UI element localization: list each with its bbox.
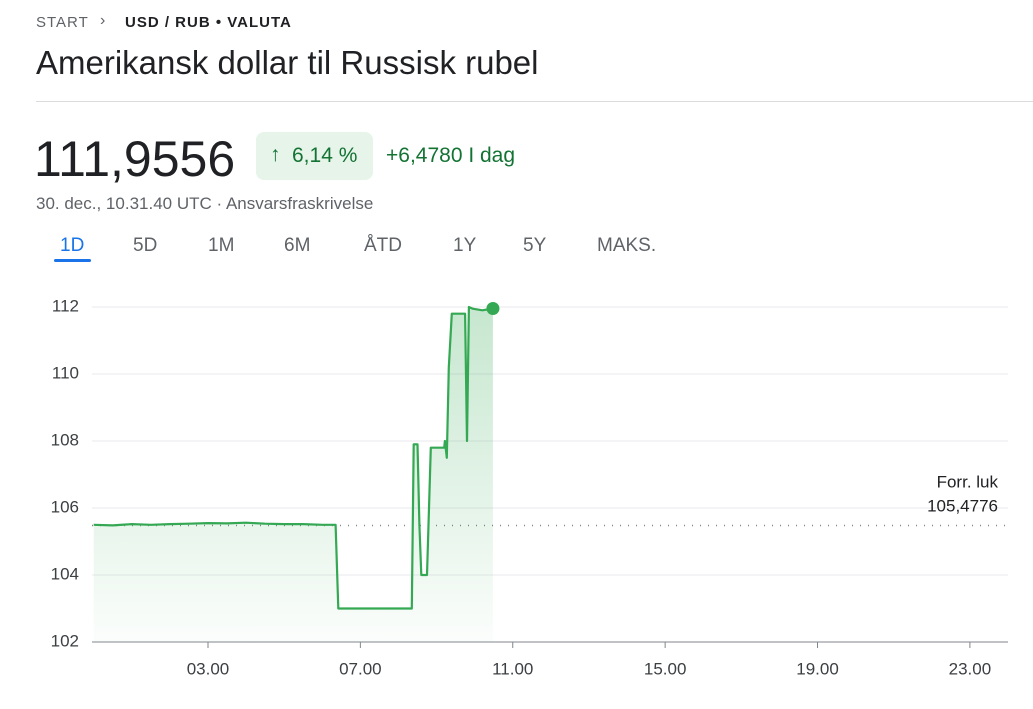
- x-tick-label: 23.00: [949, 659, 992, 678]
- y-tick-label: 110: [52, 363, 79, 382]
- previous-close-label: Forr. luk: [937, 472, 999, 491]
- x-tick-label: 03.00: [187, 659, 230, 678]
- timestamp: 30. dec., 10.31.40 UTC · Ansvarsfraskriv…: [36, 194, 374, 213]
- x-tick-label: 07.00: [339, 659, 382, 678]
- y-tick-label: 104: [51, 564, 79, 583]
- range-tab[interactable]: 1M: [208, 235, 235, 256]
- y-tick-label: 102: [51, 631, 79, 650]
- change-badge: ↑ 6,14 %: [256, 132, 373, 180]
- divider: [36, 101, 1033, 102]
- range-tab[interactable]: 1D: [60, 235, 85, 256]
- range-tab[interactable]: MAKS.: [597, 235, 657, 256]
- range-tab[interactable]: 6M: [284, 235, 311, 256]
- breadcrumb-current: USD / RUB • VALUTA: [125, 14, 292, 31]
- chevron: ›: [100, 12, 106, 29]
- x-tick-label: 15.00: [644, 659, 687, 678]
- up-arrow: ↑: [270, 143, 281, 166]
- breadcrumb-start[interactable]: START: [36, 14, 89, 31]
- change-today: +6,4780 I dag: [386, 144, 516, 167]
- area: [93, 307, 493, 642]
- range-tab[interactable]: 1Y: [453, 235, 477, 256]
- previous-close-value: 105,4776: [927, 496, 998, 515]
- range-tab[interactable]: 5D: [133, 235, 158, 256]
- x-tick-label: 19.00: [796, 659, 839, 678]
- y-tick-label: 112: [52, 296, 79, 315]
- y-tick-label: 106: [51, 497, 79, 516]
- x-tick-label: 11.00: [492, 659, 533, 678]
- change-percent: 6,14 %: [292, 144, 358, 167]
- y-tick-label: 108: [51, 430, 79, 449]
- price: 111,9556: [34, 131, 236, 187]
- last-point: [486, 301, 500, 315]
- range-tab[interactable]: ÅTD: [364, 235, 402, 256]
- range-tab[interactable]: 5Y: [523, 235, 547, 256]
- page-title: Amerikansk dollar til Russisk rubel: [36, 44, 539, 81]
- price-line: [93, 305, 494, 610]
- tab-indicator: [54, 259, 91, 262]
